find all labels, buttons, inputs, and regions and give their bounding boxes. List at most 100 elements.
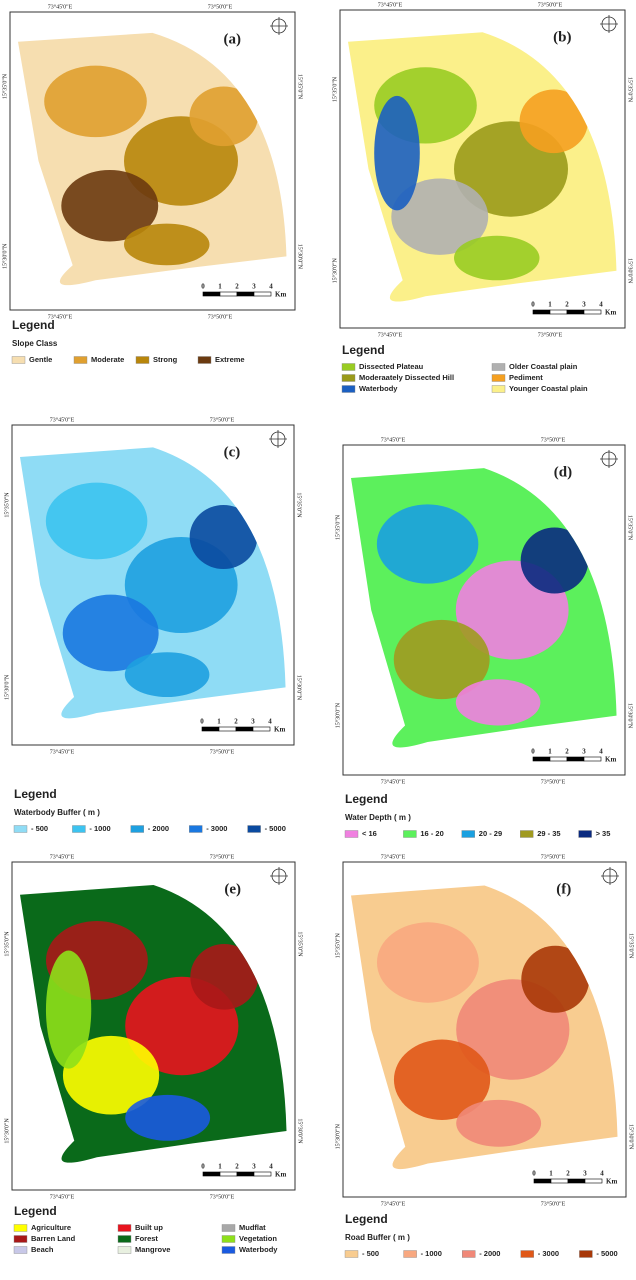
lon-label: 73°45'0"E [50, 748, 75, 755]
scale-segment [550, 757, 567, 761]
legend-label: Waterbody [359, 384, 398, 393]
legend-swatch [579, 1251, 592, 1258]
legend-label: Beach [31, 1245, 54, 1254]
scale-tick: 3 [582, 301, 586, 309]
lon-label: 73°50'0"E [210, 853, 235, 860]
scale-tick: 4 [269, 1163, 273, 1171]
map-zone [454, 236, 540, 281]
lon-label: 73°45'0"E [381, 436, 406, 443]
lat-label: 15°35'0"N [3, 931, 10, 957]
scale-segment [567, 310, 584, 314]
lon-label: 73°45'0"E [378, 331, 403, 338]
scale-tick: 3 [252, 283, 256, 291]
legend-label: Strong [153, 355, 178, 364]
scale-unit: Km [605, 756, 616, 764]
lat-label: 15°35'0"N [1, 73, 8, 99]
legend-label: - 1000 [421, 1249, 442, 1258]
legend-label: Gentle [29, 355, 52, 364]
legend-heading: Legend [345, 1212, 388, 1226]
scale-tick: 3 [582, 748, 586, 756]
lon-label: 73°50'0"E [208, 313, 233, 320]
legend-swatch [342, 375, 355, 382]
legend-label: Moderate [91, 355, 124, 364]
legend-title: Slope Class [12, 339, 58, 348]
legend-label: Moderaately Dissected Hill [359, 373, 454, 382]
lat-label: 15°30'0"N [297, 244, 304, 270]
scale-segment [253, 727, 270, 731]
legend-swatch [136, 357, 149, 364]
panel-label: (f) [556, 881, 571, 897]
lon-label: 73°45'0"E [50, 416, 75, 423]
legend-label: Mangrove [135, 1245, 170, 1254]
scale-segment [533, 757, 550, 761]
legend-swatch [520, 831, 533, 838]
map-zone [377, 922, 479, 1002]
legend-swatch [404, 1251, 417, 1258]
lon-label: 73°50'0"E [208, 3, 233, 10]
lat-label: 15°30'0"N [334, 1123, 341, 1149]
lat-label: 15°35'0"N [296, 492, 303, 518]
panel-label: (b) [553, 29, 571, 45]
map-zone [44, 66, 147, 138]
legend-swatch [342, 386, 355, 393]
figure: (a)73°45'0"E73°45'0"E73°50'0"E73°50'0"E1… [0, 0, 636, 1280]
lat-label: 15°30'0"N [297, 1118, 304, 1144]
scale-segment [550, 310, 567, 314]
scale-tick: 3 [251, 718, 255, 726]
scale-tick: 2 [565, 301, 569, 309]
legend-label: Forest [135, 1234, 158, 1243]
legend-swatch [118, 1247, 131, 1254]
lon-label: 73°45'0"E [381, 1200, 406, 1207]
scale-tick: 0 [531, 748, 535, 756]
map-zone [125, 1095, 210, 1141]
legend-label: - 500 [362, 1249, 379, 1258]
scale-tick: 2 [235, 1163, 239, 1171]
map-zone [377, 504, 479, 583]
scale-segment [202, 727, 219, 731]
legend-swatch [14, 1225, 27, 1232]
legend-label: - 5000 [265, 824, 286, 833]
map-zone [46, 483, 148, 560]
legend-label: - 3000 [538, 1249, 559, 1258]
legend-title: Road Buffer ( m ) [345, 1233, 410, 1242]
legend-swatch [189, 826, 202, 833]
legend-label: Dissected Plateau [359, 362, 424, 371]
scale-tick: 1 [218, 1163, 222, 1171]
legend-swatch [222, 1247, 235, 1254]
legend-swatch [492, 364, 505, 371]
lon-label: 73°45'0"E [50, 853, 75, 860]
legend-swatch [131, 826, 144, 833]
scale-tick: 2 [235, 283, 239, 291]
scale-segment [533, 310, 550, 314]
map-zone [46, 951, 91, 1069]
scale-unit: Km [606, 1178, 617, 1186]
legend-label: Older Coastal plain [509, 362, 578, 371]
scale-tick: 2 [234, 718, 238, 726]
lat-label: 15°30'0"N [331, 257, 338, 283]
scale-segment [567, 757, 584, 761]
scale-tick: 4 [268, 718, 272, 726]
lat-label: 15°35'0"N [297, 931, 304, 957]
scale-unit: Km [274, 726, 285, 734]
lat-label: 15°35'0"N [628, 933, 635, 959]
map-zone [456, 679, 541, 725]
legend-heading: Legend [14, 1204, 57, 1218]
legend-swatch [14, 1247, 27, 1254]
panel-label: (e) [224, 881, 241, 897]
lat-label: 15°30'0"N [334, 702, 341, 728]
lat-label: 15°30'0"N [296, 675, 303, 701]
legend-swatch [342, 364, 355, 371]
legend-label: Pediment [509, 373, 543, 382]
lon-label: 73°50'0"E [541, 1200, 566, 1207]
scale-tick: 4 [269, 283, 273, 291]
scale-segment [236, 727, 253, 731]
lon-label: 73°45'0"E [381, 778, 406, 785]
scale-tick: 1 [218, 283, 222, 291]
scale-tick: 1 [549, 1170, 553, 1178]
scale-tick: 1 [548, 748, 552, 756]
legend-label: 29 - 35 [537, 829, 560, 838]
scale-tick: 1 [217, 718, 221, 726]
scale-segment [568, 1179, 585, 1183]
scale-segment [203, 292, 220, 296]
lon-label: 73°50'0"E [210, 1193, 235, 1200]
